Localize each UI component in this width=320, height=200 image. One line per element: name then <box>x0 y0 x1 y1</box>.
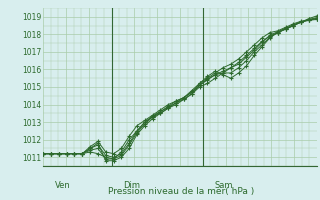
Text: Sam: Sam <box>214 181 233 190</box>
Text: Ven: Ven <box>55 181 70 190</box>
Text: Dim: Dim <box>123 181 140 190</box>
Text: Pression niveau de la mer( hPa ): Pression niveau de la mer( hPa ) <box>108 187 254 196</box>
